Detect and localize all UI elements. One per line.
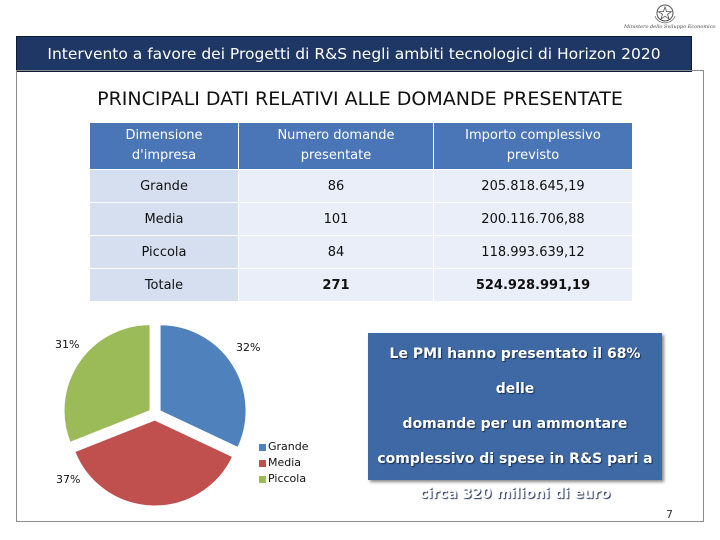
total-count: 271 [239,269,434,302]
header-application-count: Numero domande presentate [239,123,434,170]
title-banner: Intervento a favore dei Progetti di R&S … [16,36,692,72]
total-label: Totale [90,269,239,302]
row-size: Grande [90,170,239,203]
table-total-row: Totale 271 524.928.991,19 [90,269,633,302]
table-row: Piccola 84 118.993.639,12 [90,236,633,269]
pie-label-grande: 32% [236,341,261,354]
callout-line: circa 320 milioni di euro [419,486,611,502]
applications-table: Dimensione d'impresa Numero domande pres… [90,123,633,302]
italian-republic-emblem-icon [654,4,676,24]
content-frame [16,70,704,522]
row-count: 86 [239,170,434,203]
row-amount: 205.818.645,19 [434,170,633,203]
row-size: Media [90,203,239,236]
table-row: Media 101 200.116.706,88 [90,203,633,236]
page-title: PRINCIPALI DATI RELATIVI ALLE DOMANDE PR… [97,88,623,110]
legend-label: Piccola [268,472,307,485]
pie-label-media: 37% [56,473,81,486]
callout-line: domande per un ammontare [402,416,628,432]
row-amount: 200.116.706,88 [434,203,633,236]
summary-callout: Le PMI hanno presentato il 68% delle dom… [368,333,662,502]
header-count-line1: Numero domande [277,128,395,143]
page-number: 7 [666,508,673,521]
total-amount: 524.928.991,19 [434,269,633,302]
legend-label: Media [268,456,302,469]
row-size: Piccola [90,236,239,269]
legend-label: Grande [268,440,309,453]
legend-item: Piccola [259,471,309,487]
header-company-size: Dimensione d'impresa [90,123,239,170]
row-count: 84 [239,236,434,269]
legend-item: Grande [259,439,309,455]
table-row: Grande 86 205.818.645,19 [90,170,633,203]
legend-swatch [259,459,266,467]
chart-legend: Grande Media Piccola [259,439,309,487]
header-count-line2: presentate [300,148,372,163]
row-amount: 118.993.639,12 [434,236,633,269]
ministry-name: Ministero dello Sviluppo Economico [624,24,716,30]
legend-swatch [259,443,266,451]
legend-swatch [259,475,266,483]
header-total-amount: Importo complessivo previsto [434,123,633,170]
header-size-line2: d'impresa [131,148,197,163]
table-header-row: Dimensione d'impresa Numero domande pres… [90,123,633,170]
header-size-line1: Dimensione [125,128,203,143]
pie-label-piccola: 31% [55,338,80,351]
callout-line: complessivo di spese in R&S pari a [377,451,653,467]
row-count: 101 [239,203,434,236]
legend-item: Media [259,455,309,471]
header-amount-line2: previsto [506,148,560,163]
callout-line: Le PMI hanno presentato il 68% delle [389,346,641,397]
header-amount-line1: Importo complessivo [465,128,601,143]
